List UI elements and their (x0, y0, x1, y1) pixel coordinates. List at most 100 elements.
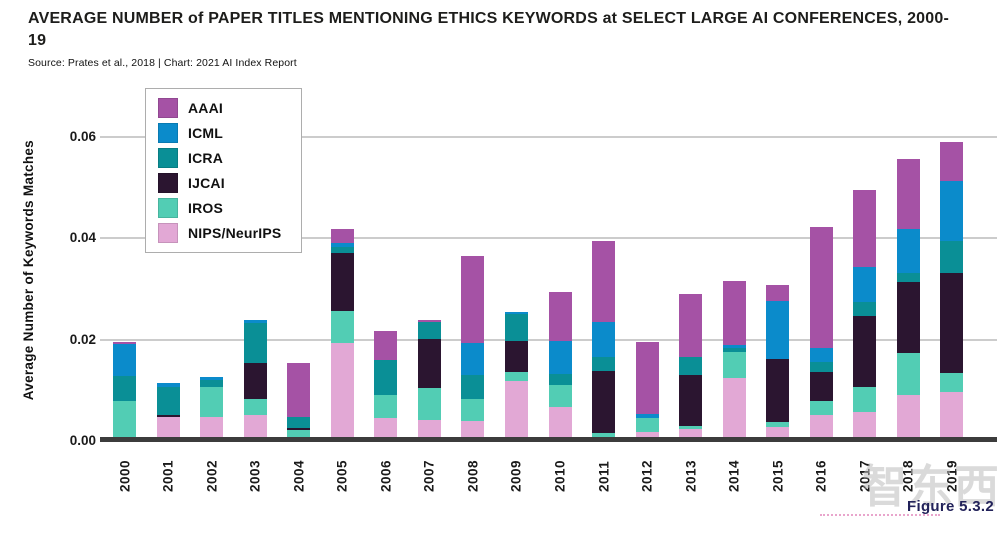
bar-segment-IROS-2004 (287, 429, 311, 441)
legend-swatch-icon (158, 198, 178, 218)
bar-segment-ICML-2016 (809, 347, 833, 362)
bar-segment-ICRA-2001 (156, 387, 180, 415)
bar-segment-AAAI-2004 (287, 362, 311, 417)
watermark-logo: 智东西 (861, 461, 1000, 512)
bar-segment-NIPS-NeurIPS-2007 (417, 419, 441, 441)
chart-source-caption: Source: Prates et al., 2018 | Chart: 202… (28, 57, 297, 69)
bar-segment-AAAI-2011 (592, 241, 616, 323)
bar-segment-NIPS-NeurIPS-2002 (200, 416, 224, 441)
x-tick-label-2008: 2008 (465, 459, 481, 493)
bar-segment-NIPS-NeurIPS-2017 (853, 411, 877, 441)
x-tick-label-2009: 2009 (508, 459, 524, 493)
bar-segment-AAAI-2018 (896, 158, 920, 229)
bar-segment-AAAI-2012 (635, 342, 659, 415)
legend-swatch-icon (158, 98, 178, 118)
bar-segment-NIPS-NeurIPS-2010 (548, 406, 572, 441)
bar-segment-NIPS-NeurIPS-2001 (156, 416, 180, 441)
gridline-0.06 (100, 136, 997, 138)
legend-swatch-icon (158, 223, 178, 243)
bar-segment-ICRA-2019 (940, 241, 964, 273)
figure-number-label: Figure 5.3.2 (907, 498, 994, 515)
bar-segment-NIPS-NeurIPS-2018 (896, 395, 920, 441)
legend-item-IJCAI: IJCAI (158, 173, 281, 193)
bar-segment-ICML-2018 (896, 228, 920, 274)
bar-segment-ICML-2001 (156, 383, 180, 388)
bar-segment-IJCAI-2015 (766, 358, 790, 422)
x-tick-label-2012: 2012 (639, 459, 655, 493)
bar-segment-ICRA-2018 (896, 273, 920, 283)
bar-segment-NIPS-NeurIPS-2019 (940, 392, 964, 441)
bar-segment-AAAI-2015 (766, 284, 790, 302)
bar-segment-IJCAI-2007 (417, 338, 441, 389)
bar-segment-AAAI-2008 (461, 255, 485, 343)
bar-segment-IROS-2003 (243, 399, 267, 415)
bar-segment-IROS-2013 (679, 425, 703, 429)
bar-segment-IROS-2007 (417, 388, 441, 420)
y-axis-title-text: Average Number of Keywords Matches (20, 140, 36, 401)
x-tick-label-2001: 2001 (160, 459, 176, 493)
bar-segment-ICML-2002 (200, 377, 224, 381)
bar-segment-ICML-2005 (330, 243, 354, 248)
bar-segment-NIPS-NeurIPS-2009 (504, 381, 528, 441)
y-tick-label: 0.00 (69, 433, 96, 448)
x-tick-label-2014: 2014 (726, 459, 742, 493)
x-axis-line (100, 437, 997, 442)
x-tick-label-2015: 2015 (770, 459, 786, 493)
legend-label: IROS (188, 200, 224, 216)
bar-segment-ICRA-2008 (461, 374, 485, 399)
x-tick-label-2007: 2007 (421, 459, 437, 493)
y-axis-title: Average Number of Keywords Matches (18, 100, 38, 441)
chart-title: AVERAGE NUMBER of PAPER TITLES MENTIONIN… (28, 10, 950, 49)
bar-segment-ICRA-2004 (287, 416, 311, 428)
bar-segment-AAAI-2017 (853, 189, 877, 267)
bar-segment-ICML-2015 (766, 301, 790, 359)
bar-segment-NIPS-NeurIPS-2012 (635, 431, 659, 441)
bar-segment-IROS-2015 (766, 421, 790, 427)
x-tick-label-2000: 2000 (117, 459, 132, 493)
x-tick-label-2010: 2010 (552, 459, 568, 493)
bar-segment-AAAI-2013 (679, 294, 703, 357)
x-tick-label-2004: 2004 (291, 459, 307, 493)
bar-segment-ICRA-2000 (113, 375, 136, 401)
bar-segment-IROS-2018 (896, 353, 920, 396)
bar-segment-AAAI-2010 (548, 291, 572, 341)
bar-segment-IJCAI-2016 (809, 371, 833, 401)
bar-segment-IROS-2016 (809, 400, 833, 415)
legend-label: ICRA (188, 150, 224, 166)
bar-segment-ICRA-2016 (809, 361, 833, 372)
bar-segment-AAAI-2019 (940, 141, 964, 182)
bar-segment-NIPS-NeurIPS-2006 (374, 417, 398, 441)
bar-segment-ICML-2014 (722, 344, 746, 349)
legend-item-ICRA: ICRA (158, 148, 281, 168)
legend-item-NIPS-NeurIPS: NIPS/NeurIPS (158, 223, 281, 243)
bar-segment-IROS-2017 (853, 387, 877, 412)
x-tick-label-2011: 2011 (596, 460, 612, 492)
bar-segment-NIPS-NeurIPS-2014 (722, 378, 746, 441)
bar-segment-ICRA-2017 (853, 302, 877, 317)
bar-segment-IJCAI-2018 (896, 282, 920, 354)
gridline-0.04 (100, 237, 997, 240)
bar-segment-AAAI-2007 (417, 320, 441, 323)
bar-segment-ICML-2003 (243, 320, 267, 323)
bar-segment-ICML-2008 (461, 342, 485, 375)
bar-segment-IROS-2005 (330, 311, 354, 343)
x-tick-label-2003: 2003 (247, 459, 263, 493)
bar-segment-NIPS-NeurIPS-2005 (330, 342, 354, 441)
bar-segment-ICRA-2013 (679, 356, 703, 376)
bar-segment-ICRA-2002 (200, 380, 224, 388)
bar-segment-ICRA-2005 (330, 247, 354, 253)
bar-segment-AAAI-2014 (722, 280, 746, 345)
bar-segment-ICML-2010 (548, 340, 572, 375)
bar-segment-IJCAI-2017 (853, 316, 877, 388)
bar-segment-ICML-2011 (592, 322, 616, 357)
bar-segment-ICML-2009 (504, 312, 528, 315)
bar-segment-AAAI-2005 (330, 229, 354, 244)
legend-item-IROS: IROS (158, 198, 281, 218)
legend-swatch-icon (158, 123, 178, 143)
bar-segment-IROS-2014 (722, 351, 746, 379)
bar-segment-ICRA-2003 (243, 322, 267, 363)
y-tick-label: 0.04 (69, 230, 96, 246)
bar-segment-ICRA-2007 (417, 322, 441, 339)
bar-segment-IJCAI-2004 (287, 427, 311, 430)
legend-item-ICML: ICML (158, 123, 281, 143)
